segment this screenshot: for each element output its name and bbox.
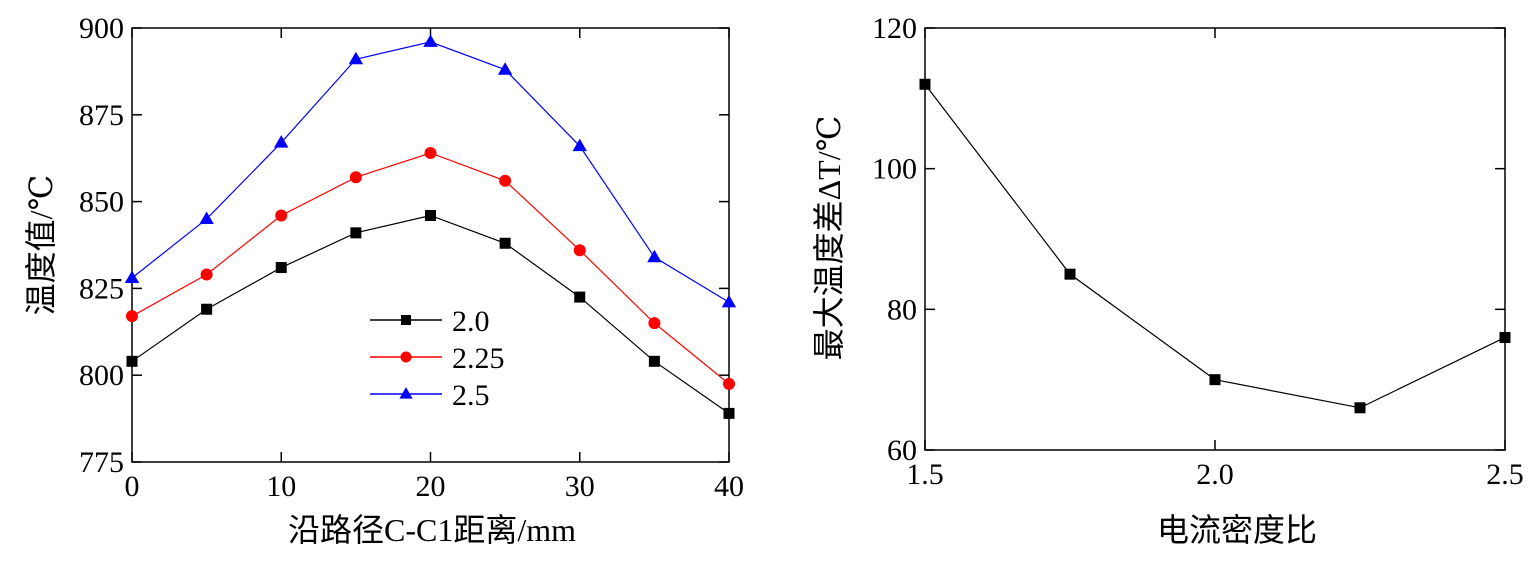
- data-point-2-6: [572, 138, 587, 152]
- data-point-2-7: [647, 249, 662, 263]
- data-point-2-2: [274, 135, 289, 148]
- right-x-ticks: 1.5 2.0 2.5: [906, 28, 1524, 491]
- x-tick-label: 40: [714, 470, 744, 503]
- left-series-group: [124, 34, 737, 419]
- data-point-0-3: [1354, 402, 1366, 414]
- data-point-0-7: [648, 355, 660, 367]
- legend-marker-1: [400, 351, 412, 363]
- data-point-2-4: [423, 34, 438, 47]
- x-tick-label: 2.5: [1486, 458, 1524, 491]
- legend-label-1: 2.25: [452, 342, 505, 375]
- data-point-1-3: [349, 171, 362, 184]
- data-point-1-6: [573, 244, 586, 257]
- data-point-0-2: [275, 262, 287, 274]
- legend: 2.0 2.25 2.5: [370, 305, 505, 412]
- data-point-1-5: [499, 174, 512, 187]
- data-point-0-4: [425, 209, 436, 221]
- data-point-2-5: [497, 62, 513, 75]
- data-point-2-1: [199, 211, 214, 224]
- legend-label-0: 2.0: [452, 305, 490, 338]
- y-tick-label: 60: [887, 434, 917, 467]
- data-point-1-4: [424, 146, 437, 159]
- data-point-2-3: [348, 51, 364, 65]
- y-tick-label: 775: [79, 446, 124, 479]
- x-tick-label: 1.5: [906, 458, 944, 491]
- data-point-1-1: [200, 268, 213, 281]
- data-point-2-8: [721, 294, 737, 308]
- left-x-axis-label: 沿路径C-C1距离/mm: [288, 512, 576, 548]
- legend-label-2: 2.5: [452, 379, 490, 412]
- data-point-1-8: [723, 377, 735, 390]
- left-y-axis-label: 温度值/℃: [23, 175, 59, 316]
- legend-marker-2: [399, 387, 413, 399]
- x-tick-label: 0: [125, 470, 140, 503]
- data-point-2-0: [124, 270, 140, 284]
- x-tick-label: 10: [266, 470, 296, 503]
- x-tick-label: 30: [565, 470, 595, 503]
- data-point-0-6: [574, 291, 586, 303]
- right-y-axis-label: 最大温度差ΔT/℃: [811, 116, 847, 361]
- y-tick-label: 825: [79, 272, 124, 305]
- series-line-0: [131, 214, 730, 414]
- right-plot-frame: [924, 27, 1506, 451]
- y-tick-label: 900: [79, 12, 124, 45]
- data-point-0-0: [919, 78, 931, 90]
- y-tick-label: 80: [887, 293, 917, 326]
- right-y-ticks: 60 80 100 120: [872, 12, 1505, 467]
- data-point-0-5: [499, 237, 511, 249]
- data-point-0-3: [350, 227, 362, 239]
- y-tick-label: 100: [872, 153, 917, 186]
- data-point-1-2: [275, 209, 288, 222]
- temperature-difference-chart: 60 80 100 120 1.5 2.0 2.5 电流密度比 最大温度差ΔT/℃: [811, 12, 1524, 548]
- data-point-0-4: [1499, 331, 1511, 343]
- series-line-0: [924, 83, 1506, 409]
- x-tick-label: 2.0: [1196, 458, 1234, 491]
- left-x-ticks: 0 10 20 30 40: [125, 28, 744, 503]
- y-tick-label: 120: [872, 12, 917, 45]
- data-point-0-2: [1209, 374, 1221, 386]
- y-tick-label: 800: [79, 359, 124, 392]
- data-point-0-1: [201, 303, 213, 315]
- data-point-0-8: [723, 407, 735, 419]
- data-point-0-1: [1064, 268, 1076, 280]
- x-tick-label: 20: [416, 470, 446, 503]
- data-point-1-7: [648, 317, 661, 330]
- right-series-group: [919, 78, 1511, 414]
- y-tick-label: 850: [79, 186, 124, 219]
- left-y-ticks: 775 800 825 850 875 900: [79, 12, 729, 479]
- legend-marker-0: [401, 315, 411, 325]
- right-x-axis-label: 电流密度比: [1157, 512, 1317, 548]
- data-point-1-0: [126, 310, 138, 323]
- y-tick-label: 875: [79, 99, 124, 132]
- left-plot-frame: [131, 27, 730, 463]
- data-point-0-0: [126, 355, 138, 367]
